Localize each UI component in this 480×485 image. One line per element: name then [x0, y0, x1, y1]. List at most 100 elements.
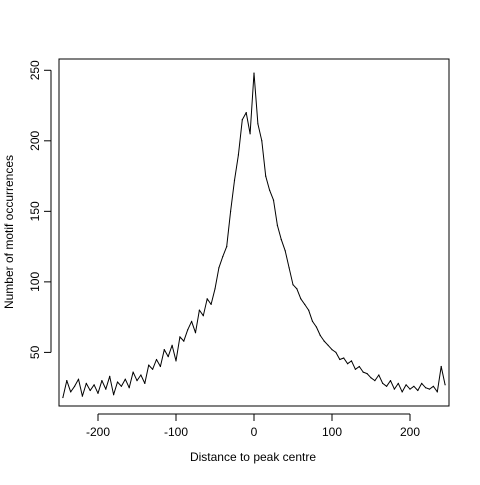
data-point: [218, 267, 220, 269]
data-point: [237, 154, 239, 156]
data-point: [230, 210, 232, 212]
data-point: [315, 326, 317, 328]
data-point: [444, 384, 446, 386]
data-point: [226, 246, 228, 248]
data-point: [292, 284, 294, 286]
data-point: [358, 365, 360, 368]
data-point: [210, 303, 212, 305]
data-point: [257, 123, 259, 125]
data-point: [374, 380, 376, 382]
data-point: [413, 385, 415, 387]
data-point: [389, 380, 392, 382]
data-point: [144, 382, 146, 384]
data-point: [253, 72, 255, 74]
data-point: [113, 394, 115, 396]
plot-frame: [58, 58, 450, 407]
x-tick-label: -100: [164, 425, 188, 439]
x-tick-label: -200: [86, 425, 110, 439]
data-point: [436, 391, 438, 393]
data-point: [386, 385, 388, 387]
data-point: [89, 389, 91, 392]
data-point: [323, 340, 325, 342]
data-point: [405, 384, 407, 386]
data-point: [393, 388, 395, 390]
data-point: [93, 384, 95, 386]
data-point: [97, 392, 99, 394]
data-point: [124, 378, 126, 380]
data-point: [272, 199, 275, 201]
data-point: [70, 391, 72, 393]
data-point: [428, 388, 431, 390]
axes: -200 -100 0 100 200 50 100 150 200 250: [28, 60, 420, 439]
data-point: [155, 358, 158, 361]
y-tick-label: 50: [28, 345, 42, 359]
data-point: [109, 375, 111, 377]
data-point: [284, 250, 286, 252]
y-tick-label: 150: [28, 201, 42, 221]
data-point: [233, 179, 236, 181]
data-point: [269, 189, 271, 191]
data-point: [202, 315, 204, 317]
data-point: [85, 382, 87, 384]
data-point: [354, 368, 356, 370]
y-tick-label: 200: [28, 130, 42, 150]
data-point: [152, 368, 154, 370]
data-point: [382, 382, 384, 384]
data-point: [335, 351, 337, 353]
data-point: [175, 360, 177, 362]
data-point: [132, 371, 134, 373]
data-point: [370, 377, 372, 379]
data-point: [179, 336, 181, 338]
data-point: [128, 387, 130, 389]
data-point: [159, 365, 161, 368]
data-point: [249, 133, 251, 135]
x-tick-label: 0: [251, 425, 258, 439]
data-point: [206, 298, 208, 300]
data-point: [214, 288, 216, 290]
x-tick-label: 200: [400, 425, 420, 439]
y-tick-label: 100: [28, 272, 42, 292]
data-point: [347, 363, 349, 365]
data-point: [327, 344, 329, 346]
x-tick-label: 100: [322, 425, 342, 439]
data-point: [81, 395, 83, 397]
data-point: [421, 382, 423, 384]
data-point: [362, 371, 364, 373]
data-point: [77, 378, 80, 380]
data-point: [171, 344, 173, 346]
data-point: [241, 119, 243, 121]
data-point: [66, 380, 68, 382]
data-point: [304, 303, 306, 305]
data-point: [331, 349, 333, 351]
data-point: [311, 320, 314, 322]
data-point: [105, 388, 107, 390]
data-point: [101, 380, 103, 382]
data-point: [191, 320, 193, 322]
data-point: [194, 332, 197, 334]
data-point: [350, 360, 353, 362]
y-tick-label: 250: [28, 60, 42, 80]
data-point: [300, 298, 302, 300]
data-point: [378, 374, 380, 376]
data-point: [397, 382, 399, 384]
data-point: [198, 309, 200, 311]
data-point: [339, 358, 341, 361]
data-point: [319, 334, 321, 337]
data-point: [183, 340, 185, 342]
data-point: [276, 224, 278, 226]
data-point: [280, 239, 282, 241]
data-point: [140, 374, 142, 376]
data-point: [116, 381, 119, 383]
data-point: [187, 329, 189, 331]
data-point: [425, 387, 427, 389]
data-point: [163, 349, 165, 351]
data-point: [222, 255, 224, 258]
data-point: [167, 356, 169, 358]
data-point: [136, 380, 138, 382]
data-point: [343, 357, 345, 359]
data-point: [296, 288, 298, 290]
data-point: [74, 385, 76, 387]
